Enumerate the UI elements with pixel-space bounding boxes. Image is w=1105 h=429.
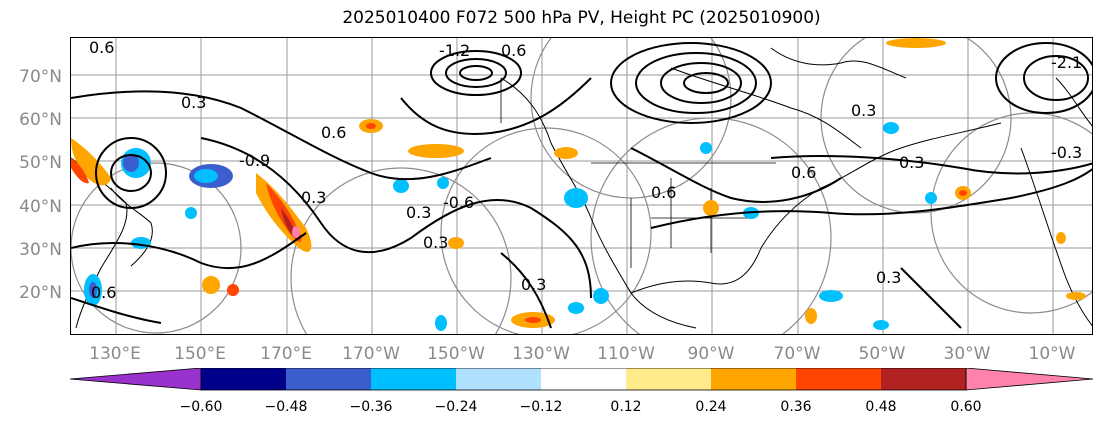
lon-label-50w: 50°W <box>858 344 906 364</box>
contour-label: 0.3 <box>301 188 326 207</box>
colorbar-segment <box>965 367 1094 391</box>
lon-label-130w: 130°W <box>512 344 570 364</box>
lon-label-30w: 30°W <box>943 344 991 364</box>
lon-label-170w: 170°W <box>342 344 400 364</box>
map-panel: 0.6 -1.2 0.6 0.3 0.6 -0.9 0.3 -0.6 0.3 0… <box>70 37 1093 335</box>
colorbar-segment <box>796 368 881 390</box>
contour-label: 0.3 <box>899 153 924 172</box>
colorbar-segment <box>711 368 796 390</box>
coastlines <box>71 47 1092 329</box>
colorbar-tick: 0.48 <box>865 399 897 415</box>
colorbar <box>69 367 1095 396</box>
lon-label-150w: 150°W <box>427 344 485 364</box>
lat-label-40: 40°N <box>19 197 62 217</box>
height-contours <box>71 42 1092 329</box>
contour-label: -1.2 <box>439 41 470 60</box>
contour-label: -2.1 <box>1051 53 1082 72</box>
colorbar-tick: −0.36 <box>349 399 393 415</box>
contour-label: 0.3 <box>406 203 431 222</box>
lon-label-170e: 170°E <box>260 344 312 364</box>
colorbar-segment <box>371 368 456 390</box>
lon-label-130e: 130°E <box>89 344 141 364</box>
colorbar-tick: 0.12 <box>610 399 642 415</box>
colorbar-segment <box>201 368 286 390</box>
contour-label: 0.3 <box>521 275 546 294</box>
contour-label: 0.6 <box>501 41 526 60</box>
lat-label-30: 30°N <box>19 240 62 260</box>
pv-shading <box>71 38 1086 331</box>
contour-label: 0.6 <box>791 163 816 182</box>
map-svg: 0.6 -1.2 0.6 0.3 0.6 -0.9 0.3 -0.6 0.3 0… <box>71 38 1092 334</box>
colorbar-tick: 0.24 <box>695 399 727 415</box>
contour-label: 0.6 <box>651 183 676 202</box>
lon-label-90w: 90°W <box>687 344 735 364</box>
lon-label-110w: 110°W <box>597 344 655 364</box>
colorbar-tick: 0.60 <box>950 399 982 415</box>
contour-label: 0.6 <box>89 38 114 57</box>
lon-label-150e: 150°E <box>174 344 226 364</box>
colorbar-svg <box>69 367 1094 391</box>
lat-label-20: 20°N <box>19 283 62 303</box>
colorbar-segment <box>881 368 966 390</box>
colorbar-tick: −0.24 <box>434 399 478 415</box>
contour-label: 0.3 <box>851 101 876 120</box>
colorbar-segment <box>69 367 202 391</box>
contour-label: -0.3 <box>1051 143 1082 162</box>
lat-label-60: 60°N <box>19 110 62 130</box>
range-rings <box>71 38 1092 334</box>
contour-labels: 0.6 -1.2 0.6 0.3 0.6 -0.9 0.3 -0.6 0.3 0… <box>89 38 1082 302</box>
lat-label-50: 50°N <box>19 153 62 173</box>
colorbar-tick: 0.36 <box>780 399 812 415</box>
lon-label-10w: 10°W <box>1028 344 1076 364</box>
contour-label: 0.3 <box>423 233 448 252</box>
colorbar-segment <box>286 368 371 390</box>
contour-label: 0.6 <box>91 283 116 302</box>
lon-label-70w: 70°W <box>773 344 821 364</box>
contour-label: 0.6 <box>321 123 346 142</box>
contour-label: 0.3 <box>876 268 901 287</box>
colorbar-segment <box>626 368 711 390</box>
contour-label: -0.9 <box>239 151 270 170</box>
colorbar-segment <box>456 368 541 390</box>
colorbar-tick: −0.60 <box>179 399 223 415</box>
lat-label-70: 70°N <box>19 67 62 87</box>
map-title: 2025010400 F072 500 hPa PV, Height PC (2… <box>342 8 821 28</box>
graticule <box>71 38 1092 334</box>
colorbar-tick: −0.48 <box>264 399 308 415</box>
colorbar-tick: −0.12 <box>519 399 563 415</box>
contour-label: 0.3 <box>181 93 206 112</box>
colorbar-segment <box>541 368 626 390</box>
contour-label: -0.6 <box>443 193 474 212</box>
